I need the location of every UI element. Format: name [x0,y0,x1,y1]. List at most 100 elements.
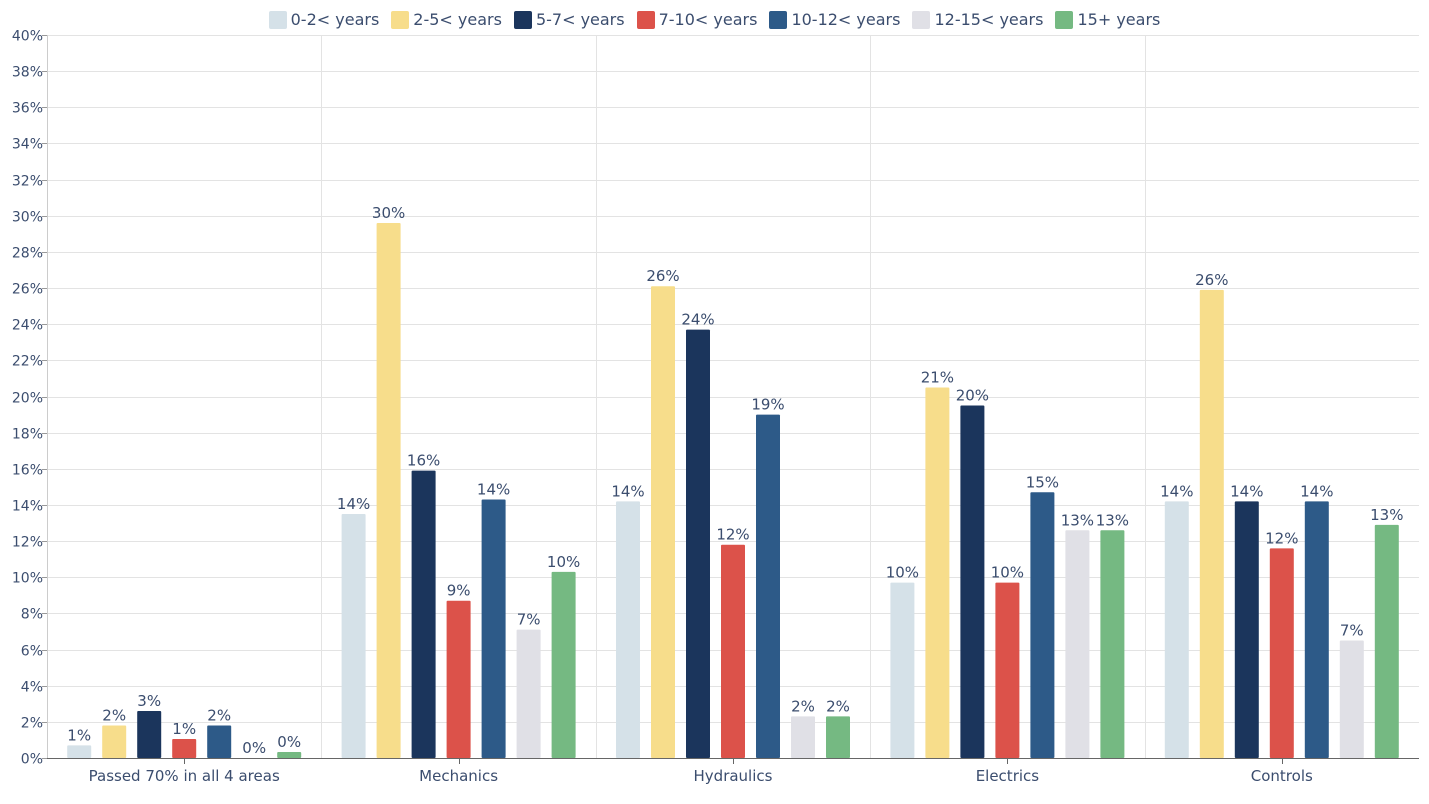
data-label: 10% [886,564,919,582]
y-tick-label: 22% [12,354,43,370]
bar-7-10-years-passed-70-in-all-4-areas [172,739,197,758]
data-label: 14% [1300,482,1333,500]
data-label: 12% [716,526,749,544]
legend: 0-2< years 2-5< years 5-7< years 7-10< year… [0,10,1429,29]
x-tick-label: Hydraulics [694,767,773,785]
bar-5-7-years-hydraulics [686,329,710,758]
bar-15-years-passed-70-in-all-4-areas [277,752,302,758]
x-tick-label: Mechanics [419,767,498,785]
data-label: 9% [447,582,471,600]
data-label: 15% [1026,473,1059,491]
legend-label: 7-10< years [658,10,758,29]
bar-5-7-years-electrics [960,405,985,758]
bar-2-5-years-passed-70-in-all-4-areas [102,725,127,758]
y-tick-label: 36% [12,101,43,117]
y-tick-label: 8% [21,607,43,623]
bar-2-5-years-controls [1199,289,1224,758]
data-label: 30% [372,204,405,222]
data-label: 14% [337,495,370,513]
bar-12-15-years-controls [1339,640,1364,758]
bar-0-2-years-hydraulics [616,501,640,758]
data-label: 13% [1096,511,1129,529]
bar-5-7-years-passed-70-in-all-4-areas [137,711,162,758]
data-label: 2% [791,697,815,715]
bar-12-15-years-electrics [1065,530,1090,758]
data-label: 14% [611,482,644,500]
bar-7-10-years-electrics [995,582,1020,758]
bar-0-2-years-mechanics [341,513,366,758]
bar-15-years-hydraulics [826,716,850,758]
bar-12-15-years-mechanics [516,629,541,758]
legend-swatch [268,10,287,29]
y-tick-label: 34% [12,137,43,153]
data-label: 0% [242,739,266,757]
bar-12-15-years-hydraulics [791,716,815,758]
y-tick-label: 16% [12,463,43,479]
bar-10-12-years-mechanics [481,499,506,758]
data-label: 16% [407,452,440,470]
y-tick-label: 40% [12,29,43,45]
data-label: 2% [826,697,850,715]
legend-label: 12-15< years [934,10,1044,29]
y-tick-label: 12% [12,535,43,551]
legend-swatch [1055,10,1074,29]
legend-swatch [391,10,410,29]
bar-10-12-years-passed-70-in-all-4-areas [207,725,232,758]
y-tick-label: 26% [12,282,43,298]
y-tick-label: 38% [12,65,43,81]
legend-item[interactable]: 7-10< years [636,10,758,29]
bar-15-years-mechanics [551,571,576,758]
data-label: 3% [137,692,161,710]
legend-swatch [912,10,931,29]
bar-15-years-electrics [1100,530,1125,758]
y-tick-label: 24% [12,318,43,334]
legend-item[interactable]: 12-15< years [912,10,1043,29]
legend-item[interactable]: 15+ years [1055,10,1160,29]
x-tick-label: Electrics [976,767,1040,785]
data-label: 21% [921,368,954,386]
y-tick-label: 2% [21,716,43,732]
data-label: 7% [517,611,541,629]
legend-label: 0-2< years [290,10,380,29]
legend-item[interactable]: 0-2< years [268,10,380,29]
legend-label: 5-7< years [535,10,625,29]
data-label: 19% [751,396,784,414]
y-tick-label: 28% [12,246,43,262]
data-label: 12% [1265,529,1298,547]
y-tick-label: 30% [12,210,43,226]
bar-2-5-years-hydraulics [651,286,675,758]
data-label: 14% [477,481,510,499]
bar-2-5-years-electrics [925,387,950,758]
data-label: 13% [1370,506,1403,524]
y-tick-label: 20% [12,391,43,407]
data-label: 1% [172,720,196,738]
legend-label: 15+ years [1077,10,1161,29]
bar-0-2-years-electrics [890,582,915,758]
data-label: 13% [1061,511,1094,529]
bar-2-5-years-mechanics [376,222,401,759]
legend-swatch [513,10,532,29]
legend-swatch [769,10,788,29]
data-label: 0% [277,733,301,751]
legend-swatch [636,10,655,29]
data-label: 26% [646,267,679,285]
x-tick-label: Passed 70% in all 4 areas [89,767,280,785]
bar-5-7-years-controls [1234,501,1259,758]
data-label: 7% [1340,622,1364,640]
data-label: 1% [67,726,91,744]
legend-label: 10-12< years [791,10,901,29]
data-label: 24% [681,311,714,329]
legend-item[interactable]: 5-7< years [513,10,625,29]
x-tick-label: Controls [1251,767,1313,785]
data-label: 14% [1160,482,1193,500]
legend-label: 2-5< years [413,10,502,29]
data-label: 14% [1230,482,1263,500]
data-label: 2% [102,706,126,724]
bar-0-2-years-passed-70-in-all-4-areas [67,745,92,758]
data-label: 10% [991,564,1024,582]
data-label: 20% [956,387,989,405]
legend-item[interactable]: 10-12< years [769,10,900,29]
y-tick-label: 32% [12,174,43,190]
legend-item[interactable]: 2-5< years [391,10,502,29]
